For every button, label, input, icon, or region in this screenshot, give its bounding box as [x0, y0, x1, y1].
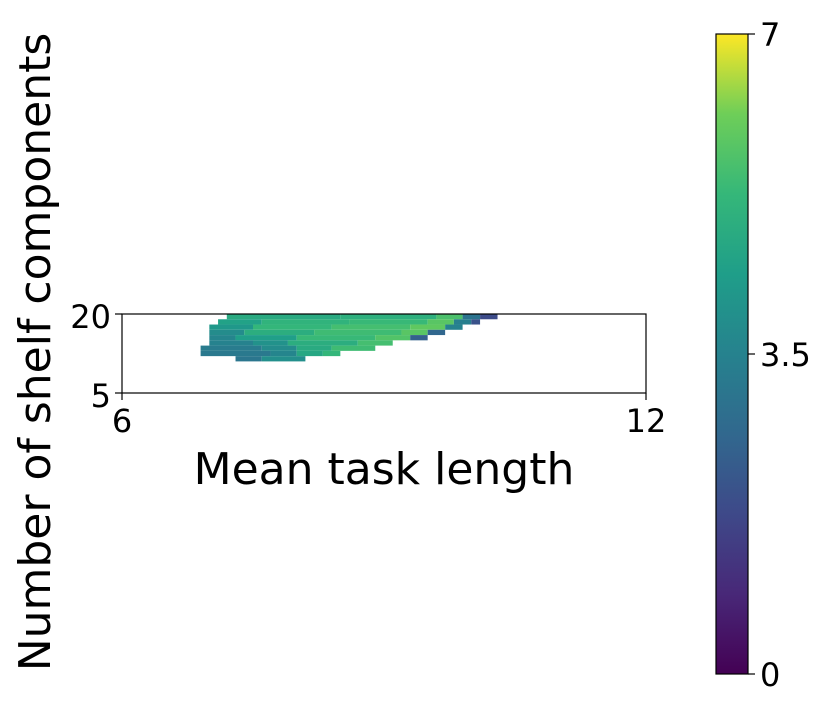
heatmap-cell	[445, 324, 463, 330]
x-axis-label: Mean task length	[194, 444, 575, 495]
heatmap-cell	[471, 319, 481, 325]
heatmap-cell	[410, 324, 446, 330]
heatmap-cell	[410, 335, 428, 341]
colorbar-tick-label: 7	[760, 16, 780, 54]
y-axis-label: Number of shelf components	[10, 33, 61, 672]
heatmap-cell	[200, 345, 262, 351]
heatmap-cell	[235, 335, 297, 341]
colorbar-tick-label: 3.5	[760, 336, 811, 374]
heatmap-cell	[200, 350, 271, 357]
x-tick-label: 6	[112, 402, 132, 440]
heatmap-cell	[375, 335, 411, 341]
heatmap-cell	[340, 314, 437, 320]
heatmap-cell	[218, 319, 262, 325]
heatmap-cell	[296, 345, 332, 351]
heatmap-cell	[209, 329, 245, 336]
heatmap-cell	[209, 324, 253, 330]
heatmap-cell	[331, 345, 376, 351]
heatmap-cell	[226, 314, 341, 320]
heatmap-cell	[253, 340, 288, 346]
heatmap-cell	[209, 335, 236, 341]
y-tick-label: 20	[70, 298, 111, 336]
heatmap-cells	[200, 314, 498, 362]
heatmap-cell	[296, 350, 323, 357]
heatmap-cell	[480, 314, 498, 320]
plot-frame	[121, 313, 647, 394]
heatmap-cell	[462, 314, 481, 320]
heatmap-cell	[235, 356, 262, 362]
y-tick-label: 5	[91, 377, 111, 415]
colorbar-tick-label: 0	[760, 656, 780, 694]
heatmap-cell	[253, 324, 332, 330]
heatmap-cell	[401, 329, 428, 336]
heatmap-cell	[349, 319, 428, 325]
heatmap-cell	[244, 329, 315, 336]
heatmap-cell	[322, 350, 341, 357]
x-tick-label: 12	[626, 402, 667, 440]
heatmap-cell	[270, 350, 297, 357]
heatmap-cell	[314, 329, 402, 336]
heatmap-cell	[453, 319, 472, 325]
heatmap-cell	[287, 340, 358, 346]
heatmap-cell	[209, 340, 253, 346]
heatmap-cell	[331, 324, 411, 330]
heatmap-cell	[436, 314, 463, 320]
heatmap-cell	[261, 356, 306, 362]
heatmap-cell	[261, 319, 350, 325]
heatmap-cell	[427, 319, 454, 325]
heatmap-cell	[427, 329, 446, 336]
colorbar	[715, 33, 749, 675]
heatmap-cell	[296, 335, 376, 341]
heatmap-cell	[357, 340, 393, 346]
heatmap-cell	[261, 345, 297, 351]
